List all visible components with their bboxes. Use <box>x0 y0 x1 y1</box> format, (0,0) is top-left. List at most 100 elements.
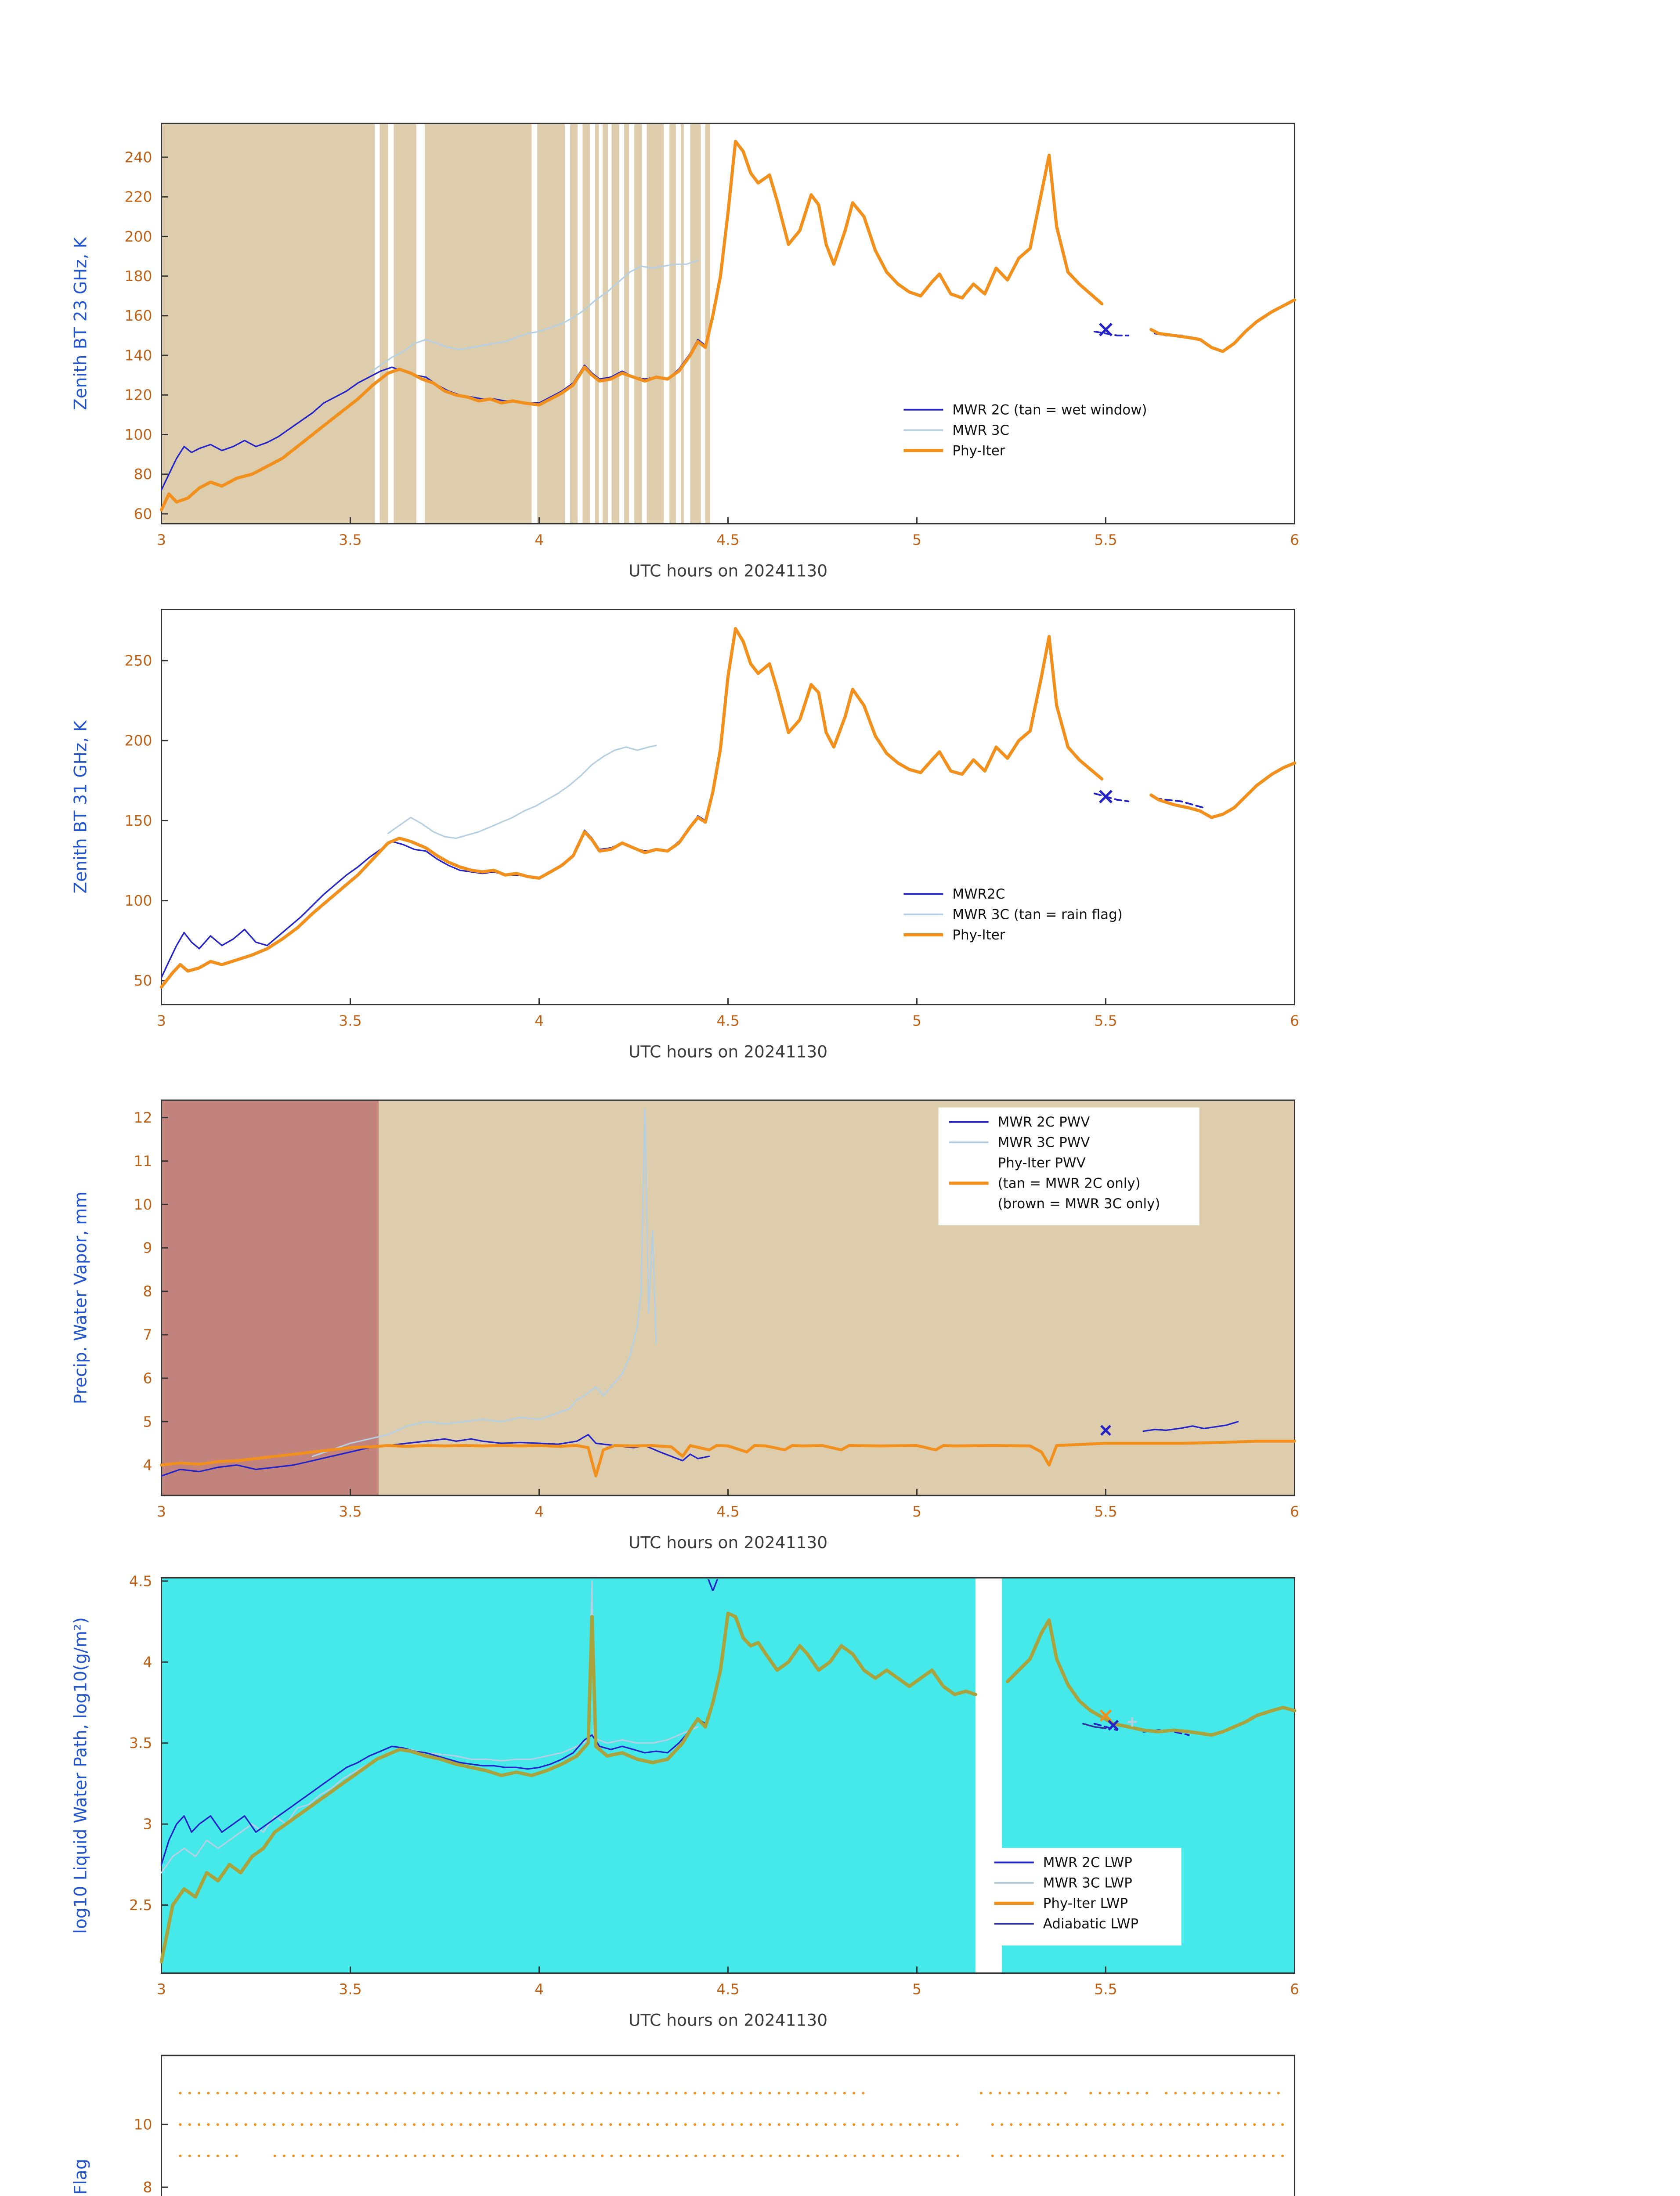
legend-label: MWR2C <box>952 886 1005 902</box>
bt23-ytick-label: 220 <box>125 188 152 206</box>
pwv-markers <box>1100 1425 1111 1436</box>
bt31-xtick-label: 6 <box>1290 1012 1299 1029</box>
bt23-ytick-label: 120 <box>125 386 152 404</box>
legend-label: (brown = MWR 3C only) <box>998 1196 1160 1212</box>
pwv-xtick-label: 3 <box>157 1503 166 1520</box>
series-mwr2c-dashed <box>1154 797 1205 809</box>
bt31-xtick-label: 4 <box>535 1012 544 1029</box>
lwp-xtick-label: 5 <box>912 1981 921 1998</box>
wet-window <box>394 123 416 524</box>
series-phy-iter <box>1149 761 1297 819</box>
bt31-xtick-label: 5.5 <box>1094 1012 1117 1029</box>
dqflag-ylabel: MWR Phy Iter DQ Flag <box>71 2159 91 2196</box>
wet-window <box>595 123 599 524</box>
legend-label: MWR 3C LWP <box>1043 1875 1132 1891</box>
bt23-axis-ticks: 3 3.5 4 4.5 5 5.5 6 60 80 100 120 140 160 180 200 220 24… <box>125 148 1300 548</box>
series-phy-iter-lwp <box>1005 1618 1297 1737</box>
bt23-series <box>159 140 1297 512</box>
pwv-xtick-label: 5 <box>912 1503 921 1520</box>
bt31-ylabel: Zenith BT 31 GHz, K <box>71 720 91 893</box>
bt31-xtick-label: 3.5 <box>339 1012 361 1029</box>
pwv-xtick-label: 6 <box>1290 1503 1299 1520</box>
series-adiabatic-lwp <box>1082 1723 1107 1730</box>
bt23-ytick-label: 180 <box>125 267 152 285</box>
wet-window <box>582 123 590 524</box>
bt23-xtick-label: 4.5 <box>716 531 739 549</box>
bt31-markers <box>1099 790 1113 804</box>
bt23-bg-regions <box>161 123 710 524</box>
wet-window <box>669 123 676 524</box>
dqflag-series <box>179 2091 1289 2157</box>
dqflag-ytick-label: 8 <box>143 2178 152 2196</box>
pwv-ytick-label: 5 <box>143 1413 152 1430</box>
wet-window <box>424 123 532 524</box>
lwp-xtick-label: 6 <box>1290 1981 1299 1998</box>
pwv-ytick-label: 11 <box>134 1152 152 1170</box>
bt23-legend: MWR 2C (tan = wet window) MWR 3C Phy-Iter <box>903 402 1147 459</box>
bt23-xtick-label: 5.5 <box>1094 531 1117 549</box>
lwp-markers: V <box>708 1577 1137 1731</box>
series-phy-iter-lwp <box>159 1611 977 1964</box>
bt23-ytick-label: 200 <box>125 228 152 245</box>
bt31-xtick-label: 4.5 <box>716 1012 739 1029</box>
bt23-ytick-label: 80 <box>134 466 152 483</box>
bt23-ytick-label: 160 <box>125 307 152 324</box>
lwp-xtick-label: 3 <box>157 1981 166 1998</box>
bt23-ytick-label: 140 <box>125 347 152 364</box>
lwp-legend: MWR 2C LWP MWR 3C LWP Phy-Iter LWP Adiabati… <box>983 1848 1181 1946</box>
pwv-axis-ticks: 3 3.5 4 4.5 5 5.5 6 4 5 6 7 8 9 10 11 12 <box>134 1109 1300 1520</box>
dqflag-axes-frame <box>161 2055 1295 2196</box>
bt31-ytick-label: 250 <box>125 652 152 669</box>
series-phy-iter <box>159 140 1104 512</box>
panel-dqflag: 33.544.555.560246810 MWR Phy Iter DQ Flag… <box>71 2055 1295 2196</box>
series-phy-iter-pwv <box>160 1440 1296 1477</box>
wet-window <box>602 123 608 524</box>
wet-window <box>705 123 710 524</box>
bt31-ytick-label: 50 <box>134 972 152 989</box>
bt23-xtick-label: 5 <box>912 531 921 549</box>
lwp-xtick-label: 4 <box>535 1981 544 1998</box>
wet-window <box>161 123 375 524</box>
legend-label: Phy-Iter LWP <box>1043 1896 1128 1911</box>
wet-window <box>611 123 619 524</box>
pwv-xtick-label: 4.5 <box>716 1503 739 1520</box>
pwv-series <box>160 1108 1296 1477</box>
bt23-ytick-label: 240 <box>125 148 152 166</box>
pwv-legend: MWR 2C PWV MWR 3C PWV Phy-Iter PWV (tan = M… <box>938 1107 1199 1225</box>
pwv-ytick-label: 9 <box>143 1239 152 1257</box>
legend-label: Phy-Iter PWV <box>998 1155 1086 1171</box>
bt23-xtick-label: 6 <box>1290 531 1299 549</box>
bt23-ytick-label: 60 <box>134 505 152 522</box>
lwp-ylabel: log10 Liquid Water Path, log10(g/m²) <box>71 1617 91 1934</box>
legend-label: (tan = MWR 2C only) <box>998 1176 1141 1192</box>
bt31-series <box>159 627 1297 989</box>
bt31-ytick-label: 200 <box>125 732 152 749</box>
series-mwr-2c-pwv <box>160 1434 710 1477</box>
wet-window <box>570 123 578 524</box>
dqflag-axis-ticks: 33.544.555.560246810 <box>134 2116 168 2196</box>
legend-label: Phy-Iter <box>952 927 1005 943</box>
bt23-xlabel: UTC hours on 20241130 <box>629 561 827 581</box>
series-mwr2c-dashed <box>1093 792 1130 802</box>
legend-label: MWR 3C <box>952 423 1009 438</box>
series-mwr-2c-lwp-dashed <box>1093 1723 1118 1731</box>
bt23-xtick-label: 3 <box>157 531 166 549</box>
legend-label: MWR 3C (tan = rain flag) <box>952 907 1122 923</box>
legend-background <box>938 1107 1199 1225</box>
lwp-ytick-label: 2.5 <box>129 1896 152 1914</box>
legend-label: Adiabatic LWP <box>1043 1916 1138 1932</box>
bt23-xtick-label: 3.5 <box>339 531 361 549</box>
pwv-xtick-label: 4 <box>535 1503 544 1520</box>
pwv-xlabel: UTC hours on 20241130 <box>629 1533 827 1552</box>
pwv-ytick-label: 8 <box>143 1283 152 1300</box>
series-phy-iter <box>1149 298 1297 353</box>
lwp-xtick-label: 3.5 <box>339 1981 361 1998</box>
bt23-ytick-label: 100 <box>125 426 152 443</box>
lwp-xtick-label: 5.5 <box>1094 1981 1117 1998</box>
wet-window <box>681 123 684 524</box>
panel-bt31: 3 3.5 4 4.5 5 5.5 6 50 100 150 200 250 MWR2C MWR 3C (… <box>71 609 1299 1062</box>
pwv-xtick-label: 3.5 <box>339 1503 361 1520</box>
